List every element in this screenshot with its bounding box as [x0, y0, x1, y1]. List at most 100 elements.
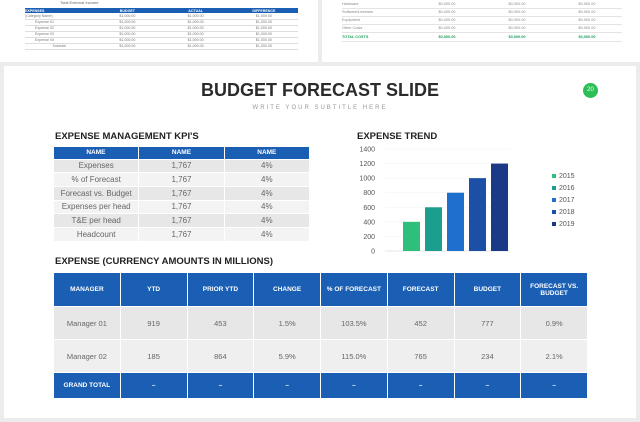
table-cell: 1,767	[138, 199, 225, 215]
table-row: Equipment $0,000.00 $0,000.00 $0,000.00	[342, 16, 622, 25]
table-cell: 765	[386, 339, 455, 373]
table-cell: CHANGE	[253, 272, 321, 307]
table-cell: $0,000.00	[552, 16, 622, 25]
table-cell: $1,000.00	[93, 25, 162, 32]
table-row: Expenses 1,767 4%	[52, 158, 311, 174]
table-cell: $1,000.00	[93, 19, 162, 26]
table-cell: $0,000.00	[552, 0, 622, 9]
table-cell: 1.5%	[253, 306, 321, 340]
table-cell: 1,767	[138, 158, 225, 174]
table-cell: 234	[453, 339, 522, 373]
table-row: Software/Licenses $0,000.00 $0,000.00 $0,00…	[342, 8, 622, 17]
table-cell: 777	[453, 306, 522, 340]
bar	[469, 178, 486, 251]
table-cell: Expenses	[52, 158, 140, 174]
legend-label: 2016	[559, 185, 575, 192]
table-row: % of Forecast 1,767 4%	[52, 172, 311, 187]
table-cell: $1,000.00	[161, 19, 230, 26]
table-cell: 453	[186, 306, 255, 340]
table-cell: $1,000.00	[161, 37, 230, 44]
table-cell: 4%	[223, 172, 311, 187]
legend-swatch	[552, 186, 556, 190]
table-cell: Expense 01	[25, 19, 94, 26]
table-cell: Other Costs	[342, 24, 412, 33]
table-cell: Software/Licenses	[342, 8, 412, 17]
table-cell: $0,000.00	[412, 24, 482, 33]
bar	[491, 163, 508, 251]
table-row: Expense 04 $1,000.00 $1,000.00 $1,000.00	[25, 37, 298, 44]
table-cell: $1,000.00	[93, 31, 162, 38]
table-cell: Hardware	[342, 0, 412, 9]
table-row: Headcount 1,767 4%	[52, 226, 311, 242]
table-cell: –	[453, 372, 522, 399]
chart: 0 200 400 600 800 1000 1200 1400 2015 2016 2017 201…	[359, 147, 575, 256]
table-cell: $0,000.00	[552, 31, 622, 42]
bar	[425, 207, 442, 251]
title: BUDGET FORECAST SLIDE	[200, 80, 439, 100]
table-cell: (Category Name)	[25, 13, 94, 20]
table-cell: MANAGER	[53, 272, 121, 307]
legend-label: 2018	[559, 209, 575, 216]
legend-swatch	[552, 222, 556, 226]
table-cell: 115.0%	[320, 339, 388, 373]
table-cell: Expenses per head	[52, 199, 140, 215]
table-cell: YTD	[119, 272, 188, 307]
table-cell: $0,000.00	[412, 0, 482, 9]
table-cell: $1,000.00	[93, 37, 162, 44]
table-row: (Category Name) $1,000.00 $1,000.00 $1,000.…	[25, 13, 298, 20]
table-row: MANAGER YTD PRIOR YTD CHANGE% OF FORECAST FO…	[53, 272, 588, 307]
table-cell: BUDGET	[93, 8, 162, 13]
chart-title: EXPENSE TREND	[357, 131, 438, 142]
table-row: Hardware $0,000.00 $0,000.00 $0,000.00	[342, 0, 622, 9]
legend-swatch	[552, 174, 556, 178]
table-cell: T&E per head	[52, 213, 140, 228]
table-cell: $1,000.00	[229, 19, 298, 26]
table-cell: Expense 02	[25, 25, 94, 32]
table-cell: Subtotal	[25, 43, 94, 50]
bar	[447, 192, 464, 251]
table-cell: Manager 01	[53, 306, 121, 340]
table-cell: PRIOR YTD	[186, 272, 255, 307]
table-cell: $0,000.00	[482, 0, 552, 9]
table-cell: 4%	[223, 185, 311, 201]
table-cell: EXPENSES	[25, 8, 94, 13]
table-cell: $0,000.00	[482, 24, 552, 33]
table-cell: $1,000.00	[93, 13, 162, 20]
table-cell: Forecast vs. Budget	[52, 185, 140, 201]
subtitle: WRITE YOUR SUBTITLE HERE	[252, 105, 388, 111]
y-tick-label: 0	[371, 249, 375, 256]
legend-swatch	[552, 210, 556, 214]
table-cell: NAME	[224, 147, 311, 159]
table-row: Manager 02 185 864 5.9% 115.0% 765 234 2.1%	[53, 339, 588, 373]
table-cell: GRAND TOTAL	[53, 372, 121, 399]
table-cell: NAME	[138, 147, 225, 159]
table-cell: $0,000.00	[482, 31, 552, 42]
y-tick-label: 800	[363, 190, 375, 197]
table-row: Manager 01 919 453 1.5% 103.5% 452 777 0.9%	[53, 306, 588, 340]
table-cell: $1,000.00	[161, 13, 230, 20]
table-row: T&E per head 1,767 4%	[52, 213, 311, 228]
kpi-table: NAME NAME NAME Expenses 1,767 4%% of Forecast…	[52, 147, 311, 242]
table-cell: $1,000.00	[229, 37, 298, 44]
table-cell: $0,000.00	[482, 8, 552, 17]
table-cell: Manager 02	[53, 339, 121, 373]
table-cell: $0,000.00	[552, 24, 622, 33]
table-cell: 452	[386, 306, 455, 340]
table-row: Subtotal $1,000.00 $1,000.00 $1,000.00	[25, 43, 298, 50]
table-cell: 919	[119, 306, 188, 340]
top-right-table: Hardware $0,000.00 $0,000.00 $0,000.00 Softw…	[342, 0, 622, 42]
table-cell: $1,000.00	[229, 31, 298, 38]
kpi-heading: EXPENSE MANAGEMENT KPI'S	[55, 131, 199, 142]
page-number: 20	[583, 83, 598, 98]
bar	[403, 221, 420, 251]
table-row: Expense 01 $1,000.00 $1,000.00 $1,000.00	[25, 19, 298, 26]
table-cell: $1,000.00	[161, 25, 230, 32]
table-cell: % OF FORECAST	[320, 272, 388, 307]
table-cell: 4%	[223, 158, 311, 174]
y-tick-label: 1000	[359, 176, 375, 183]
legend-label: 2015	[559, 173, 575, 180]
table-cell: –	[320, 372, 388, 399]
table-cell: 103.5%	[320, 306, 388, 340]
table-cell: NAME	[53, 147, 140, 159]
